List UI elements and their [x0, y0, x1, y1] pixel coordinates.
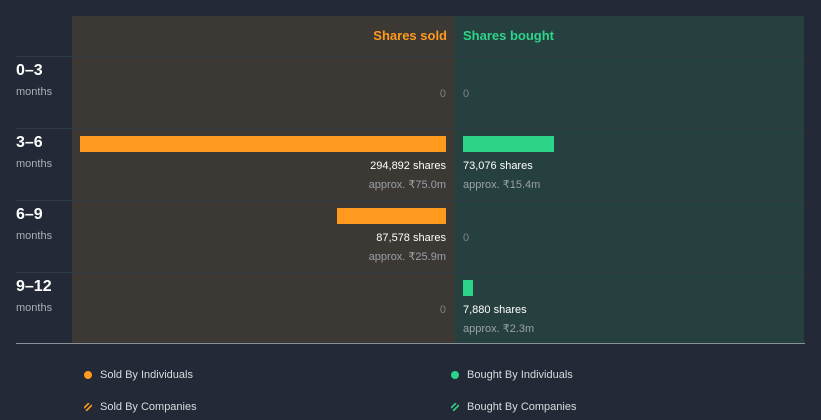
period-label: 6–9: [16, 206, 43, 223]
row-divider: [16, 56, 805, 57]
period-label: 0–3: [16, 62, 43, 79]
period-unit-label: months: [16, 86, 53, 98]
bought-value-label: approx. ₹15.4m: [463, 179, 541, 191]
bought-shares-label: 73,076 shares: [463, 160, 533, 172]
sold-bar: [337, 208, 446, 224]
legend-hatch-icon: [451, 403, 459, 411]
bought-bar: [463, 136, 554, 152]
legend-label: Sold By Companies: [100, 401, 197, 413]
bought-zero-label: 0: [463, 88, 470, 100]
sold-shares-label: 294,892 shares: [370, 160, 446, 172]
row-divider: [16, 272, 805, 273]
sold-bar: [80, 136, 446, 152]
bought-shares-label: 7,880 shares: [463, 304, 527, 316]
legend-label: Bought By Individuals: [467, 369, 573, 381]
sold-column-header: Shares sold: [373, 28, 447, 43]
chart-baseline: [16, 343, 805, 344]
bought-value-label: approx. ₹2.3m: [463, 323, 535, 335]
sold-value-label: approx. ₹25.9m: [368, 251, 446, 263]
legend-hatch-icon: [84, 403, 92, 411]
period-unit-label: months: [16, 158, 53, 170]
period-unit-label: months: [16, 302, 53, 314]
sold-shares-label: 87,578 shares: [376, 232, 446, 244]
sold-zero-label: 0: [439, 304, 446, 316]
bought-panel: [455, 16, 804, 343]
legend-label: Bought By Companies: [467, 401, 577, 413]
sold-value-label: approx. ₹75.0m: [368, 179, 446, 191]
bought-zero-label: 0: [463, 232, 470, 244]
legend-dot-icon: [84, 371, 92, 379]
row-divider: [16, 128, 805, 129]
row-divider: [16, 200, 805, 201]
period-label: 3–6: [16, 134, 43, 151]
period-label: 9–12: [16, 278, 52, 295]
sold-zero-label: 0: [439, 88, 446, 100]
legend-dot-icon: [451, 371, 459, 379]
period-unit-label: months: [16, 230, 53, 242]
bought-column-header: Shares bought: [463, 28, 555, 43]
bought-bar: [463, 280, 473, 296]
legend-label: Sold By Individuals: [100, 369, 193, 381]
sold-panel: [72, 16, 455, 343]
